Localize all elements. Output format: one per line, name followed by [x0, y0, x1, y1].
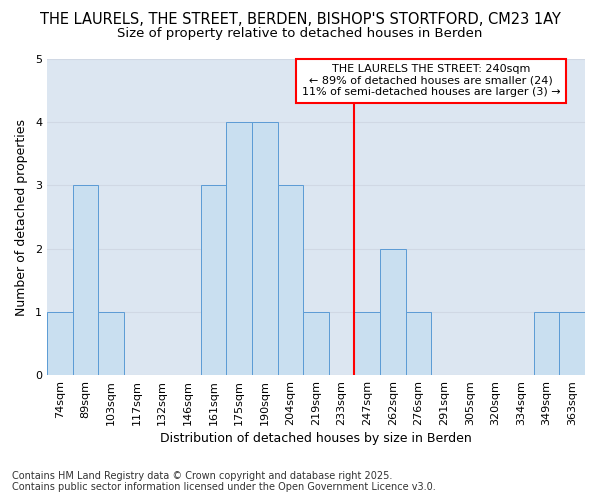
Text: Size of property relative to detached houses in Berden: Size of property relative to detached ho… [118, 28, 482, 40]
Bar [98, 312, 124, 375]
Bar [303, 312, 329, 375]
Bar [534, 312, 559, 375]
Bar [559, 312, 585, 375]
Bar [380, 248, 406, 375]
X-axis label: Distribution of detached houses by size in Berden: Distribution of detached houses by size … [160, 432, 472, 445]
Text: Contains HM Land Registry data © Crown copyright and database right 2025.
Contai: Contains HM Land Registry data © Crown c… [12, 471, 436, 492]
Text: THE LAURELS, THE STREET, BERDEN, BISHOP'S STORTFORD, CM23 1AY: THE LAURELS, THE STREET, BERDEN, BISHOP'… [40, 12, 560, 28]
Bar [200, 186, 226, 375]
Bar [355, 312, 380, 375]
Bar [47, 312, 73, 375]
Bar [226, 122, 252, 375]
Y-axis label: Number of detached properties: Number of detached properties [15, 118, 28, 316]
Text: THE LAURELS THE STREET: 240sqm
← 89% of detached houses are smaller (24)
11% of : THE LAURELS THE STREET: 240sqm ← 89% of … [302, 64, 560, 98]
Bar [73, 186, 98, 375]
Bar [278, 186, 303, 375]
Bar [406, 312, 431, 375]
Bar [252, 122, 278, 375]
